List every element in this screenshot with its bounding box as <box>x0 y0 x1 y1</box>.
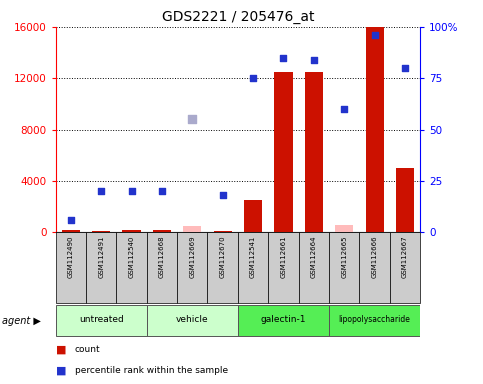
Bar <box>183 226 201 232</box>
Bar <box>329 232 359 303</box>
Text: GSM112490: GSM112490 <box>68 236 74 278</box>
Bar <box>298 232 329 303</box>
Bar <box>153 230 171 232</box>
Bar <box>147 305 238 336</box>
Point <box>401 65 409 71</box>
Text: untreated: untreated <box>79 315 124 324</box>
Bar <box>92 231 110 232</box>
Text: GSM112669: GSM112669 <box>189 236 195 278</box>
Bar <box>268 232 298 303</box>
Text: GSM112670: GSM112670 <box>220 236 226 278</box>
Text: GSM112540: GSM112540 <box>128 236 135 278</box>
Bar <box>359 232 390 303</box>
Text: galectin-1: galectin-1 <box>261 315 306 324</box>
Bar <box>238 305 329 336</box>
Text: GSM112661: GSM112661 <box>281 236 286 278</box>
Point <box>280 55 287 61</box>
Title: GDS2221 / 205476_at: GDS2221 / 205476_at <box>162 10 314 25</box>
Text: ■: ■ <box>56 366 66 376</box>
Text: GSM112664: GSM112664 <box>311 236 317 278</box>
Bar <box>177 232 208 303</box>
Bar <box>329 305 420 336</box>
Bar <box>116 232 147 303</box>
Bar <box>366 27 384 232</box>
Point <box>371 32 379 38</box>
Bar <box>274 72 293 232</box>
Bar <box>208 232 238 303</box>
Point <box>249 75 257 81</box>
Bar <box>238 232 268 303</box>
Bar <box>390 232 420 303</box>
Point <box>67 217 74 223</box>
Text: GSM112665: GSM112665 <box>341 236 347 278</box>
Bar <box>86 232 116 303</box>
Bar <box>62 230 80 232</box>
Point <box>219 192 227 199</box>
Text: GSM112667: GSM112667 <box>402 236 408 278</box>
Bar <box>244 200 262 232</box>
Text: GSM112666: GSM112666 <box>371 236 378 278</box>
Bar <box>305 72 323 232</box>
Bar <box>396 168 414 232</box>
Point <box>158 188 166 194</box>
Text: GSM112491: GSM112491 <box>98 236 104 278</box>
Bar <box>335 225 354 232</box>
Bar <box>122 230 141 232</box>
Point <box>310 57 318 63</box>
Bar <box>213 231 232 232</box>
Text: count: count <box>75 345 100 354</box>
Bar <box>147 232 177 303</box>
Point <box>341 106 348 112</box>
Text: percentile rank within the sample: percentile rank within the sample <box>75 366 228 375</box>
Bar <box>56 232 86 303</box>
Point <box>97 188 105 194</box>
Text: GSM112668: GSM112668 <box>159 236 165 278</box>
Text: ■: ■ <box>56 344 66 354</box>
Point <box>128 188 135 194</box>
Text: agent ▶: agent ▶ <box>2 316 41 326</box>
Text: GSM112541: GSM112541 <box>250 236 256 278</box>
Point <box>188 116 196 122</box>
Bar <box>56 305 147 336</box>
Text: lipopolysaccharide: lipopolysaccharide <box>339 315 411 324</box>
Text: vehicle: vehicle <box>176 315 209 324</box>
